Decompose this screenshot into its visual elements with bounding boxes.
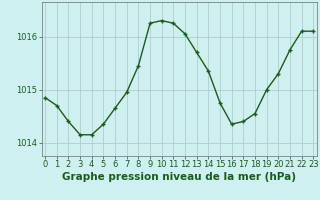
X-axis label: Graphe pression niveau de la mer (hPa): Graphe pression niveau de la mer (hPa): [62, 172, 296, 182]
